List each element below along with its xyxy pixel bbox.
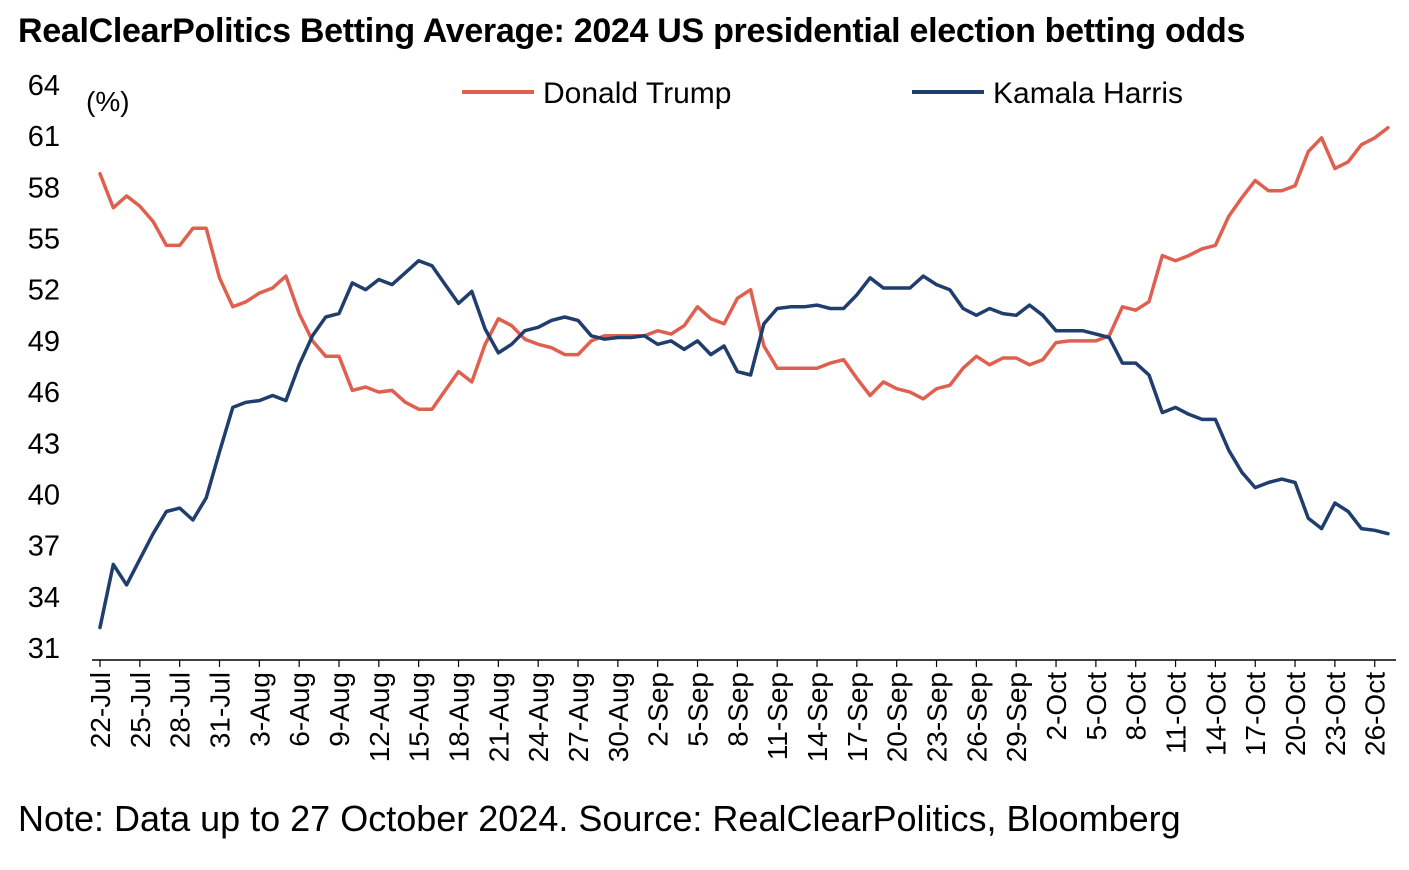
x-tick-label: 5-Sep bbox=[683, 672, 714, 747]
y-tick-label: 49 bbox=[28, 326, 60, 358]
x-tick-label: 8-Oct bbox=[1121, 672, 1152, 741]
y-tick-label: 61 bbox=[28, 121, 60, 153]
y-tick-label: 46 bbox=[28, 377, 60, 409]
y-axis: 31 34 37 40 43 46 49 52 55 58 61 64 bbox=[28, 70, 60, 665]
x-tick-label: 3-Aug bbox=[244, 672, 275, 747]
y-tick-label: 52 bbox=[28, 275, 60, 307]
x-tick-label: 25-Jul bbox=[125, 672, 156, 748]
x-tick-label: 30-Aug bbox=[603, 672, 634, 762]
x-tick-label: 6-Aug bbox=[284, 672, 315, 747]
x-tick-label: 20-Oct bbox=[1280, 672, 1311, 756]
y-tick-label: 31 bbox=[28, 633, 60, 665]
x-tick-label: 20-Sep bbox=[882, 672, 913, 762]
series-line-donald-trump bbox=[98, 125, 1390, 411]
x-tick-label: 18-Aug bbox=[444, 672, 475, 762]
chart-title: RealClearPolitics Betting Average: 2024 … bbox=[18, 12, 1246, 50]
legend: Donald Trump Kamala Harris bbox=[462, 77, 1183, 110]
x-tick-label: 22-Jul bbox=[85, 672, 116, 748]
y-tick-label: 64 bbox=[28, 70, 60, 102]
x-tick-label: 23-Oct bbox=[1320, 672, 1351, 756]
x-tick-label: 17-Sep bbox=[842, 672, 873, 762]
y-tick-label: 40 bbox=[28, 479, 60, 511]
y-tick-label: 37 bbox=[28, 531, 60, 563]
x-axis: 22-Jul 25-Jul 28-Jul 31-Jul 3-Aug 6-Aug 9-Aug 1… bbox=[85, 659, 1396, 762]
x-tick-label: 26-Sep bbox=[961, 672, 992, 762]
x-tick-label: 26-Oct bbox=[1360, 672, 1391, 756]
x-tick-label: 8-Sep bbox=[722, 672, 753, 747]
x-tick-label: 21-Aug bbox=[483, 672, 514, 762]
x-tick-label: 27-Aug bbox=[563, 672, 594, 762]
chart-note: Note: Data up to 27 October 2024. Source… bbox=[18, 798, 1181, 839]
x-tick-label: 9-Aug bbox=[324, 672, 355, 747]
x-tick-label: 29-Sep bbox=[1001, 672, 1032, 762]
x-tick-label: 15-Aug bbox=[404, 672, 435, 762]
x-tick-label: 11-Sep bbox=[762, 672, 793, 760]
legend-label-harris: Kamala Harris bbox=[993, 77, 1183, 110]
y-tick-label: 58 bbox=[28, 172, 60, 204]
y-tick-label: 55 bbox=[28, 224, 60, 256]
x-tick-label: 23-Sep bbox=[922, 672, 953, 762]
x-tick-label: 31-Jul bbox=[205, 672, 236, 748]
x-tick-label: 5-Oct bbox=[1081, 672, 1112, 741]
x-tick-label: 28-Jul bbox=[165, 672, 196, 748]
series-line-kamala-harris bbox=[98, 258, 1390, 630]
x-tick-label: 24-Aug bbox=[523, 672, 554, 762]
x-tick-label: 14-Oct bbox=[1200, 672, 1231, 756]
x-tick-label: 12-Aug bbox=[364, 672, 395, 762]
y-tick-label: 34 bbox=[28, 582, 60, 614]
x-tick-label: 2-Sep bbox=[643, 672, 674, 747]
legend-label-trump: Donald Trump bbox=[543, 77, 731, 110]
x-tick-label: 14-Sep bbox=[802, 672, 833, 762]
y-tick-label: 43 bbox=[28, 428, 60, 460]
x-tick-label: 17-Oct bbox=[1240, 672, 1271, 756]
y-unit-label: (%) bbox=[86, 86, 130, 117]
series-lines bbox=[98, 125, 1390, 630]
x-tick-label: 11-Oct bbox=[1161, 672, 1192, 754]
x-tick-label: 2-Oct bbox=[1041, 672, 1072, 741]
